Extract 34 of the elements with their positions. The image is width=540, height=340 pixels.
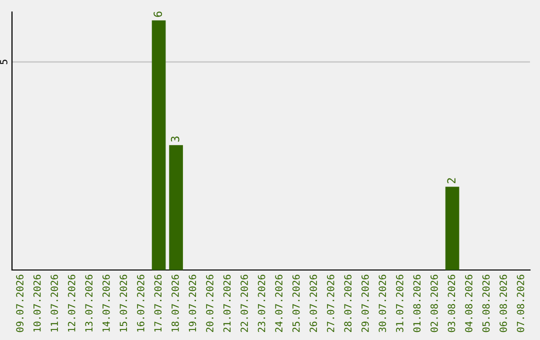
x-tick-label: 25.07.2026 xyxy=(292,274,300,332)
x-tick-label: 05.08.2026 xyxy=(482,274,490,332)
x-tick-label: 20.07.2026 xyxy=(206,274,214,332)
x-tick-label: 15.07.2026 xyxy=(120,274,128,332)
x-tick-label: 02.08.2026 xyxy=(430,274,438,332)
x-tick-label: 03.08.2026 xyxy=(448,274,456,332)
x-tick-label: 14.07.2026 xyxy=(102,274,110,332)
data-label: 2 xyxy=(447,178,456,184)
data-label: 3 xyxy=(170,136,180,142)
x-tick-label: 21.07.2026 xyxy=(223,274,231,332)
x-tick-label: 10.07.2026 xyxy=(33,274,41,332)
x-tick-label: 30.07.2026 xyxy=(378,274,386,332)
x-tick-label: 13.07.2026 xyxy=(85,274,93,332)
x-tick-label: 09.07.2026 xyxy=(16,274,24,332)
y-tick-label: 5 xyxy=(0,60,8,64)
x-tick-label: 11.07.2026 xyxy=(50,274,58,332)
data-label: 6 xyxy=(154,12,162,17)
x-tick-label: 16.07.2026 xyxy=(136,274,144,332)
x-tick-label: 01.08.2026 xyxy=(413,274,421,332)
x-tick-label: 31.07.2026 xyxy=(396,274,404,332)
x-tick-label: 17.07.2026 xyxy=(154,274,162,332)
x-tick-label: 29.07.2026 xyxy=(361,274,369,332)
x-tick-label: 07.08.2026 xyxy=(516,274,524,332)
x-tick-label: 06.08.2026 xyxy=(500,274,507,332)
x-tick-label: 18.07.2026 xyxy=(172,274,179,332)
x-tick-label: 04.08.2026 xyxy=(465,274,472,332)
x-tick-label: 12.07.2026 xyxy=(68,274,76,332)
x-tick-label: 22.07.2026 xyxy=(240,274,248,332)
x-tick-label: 19.07.2026 xyxy=(188,274,196,332)
x-tick-label: 28.07.2026 xyxy=(344,274,352,332)
x-tick-label: 24.07.2026 xyxy=(275,274,282,332)
x-tick-label: 27.07.2026 xyxy=(326,274,334,332)
x-tick-label: 23.07.2026 xyxy=(258,274,266,332)
x-tick-label: 26.07.2026 xyxy=(310,274,318,332)
